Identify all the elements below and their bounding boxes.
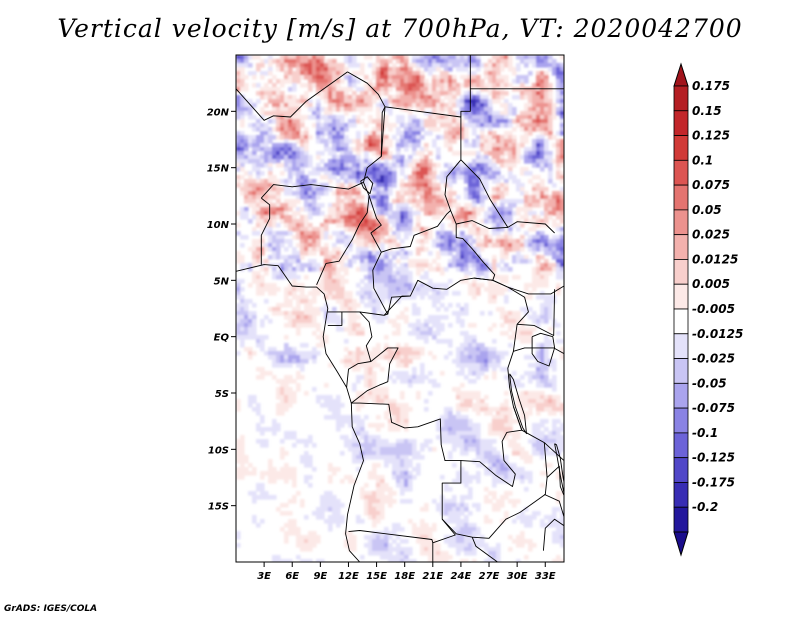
colorbar-label: -0.175: [692, 475, 735, 489]
colorbar-bin: [673, 308, 689, 335]
colorbar-bin: [673, 234, 689, 260]
colorbar: 0.175 0.15 0.125 0.1 0.075 0.05 0.025 0.0125 0.0…: [673, 62, 743, 557]
vertical-velocity-field: [236, 55, 564, 562]
colorbar-label: -0.075: [692, 401, 735, 415]
border-line: [236, 264, 364, 562]
lon-tick-label: 27E: [479, 571, 500, 582]
colorbar-label: 0.1: [692, 153, 713, 167]
border-line: [509, 373, 527, 435]
colorbar-label: 0.175: [692, 79, 730, 93]
latitude-axis: 20N 15N 10N 5N EQ 5S 10S 15S: [207, 107, 236, 513]
border-line: [360, 176, 374, 195]
border-line: [260, 181, 364, 199]
border-line: [544, 493, 564, 518]
colorbar-label: -0.2: [692, 500, 718, 514]
colorbar-top-arrow: [673, 62, 689, 87]
lon-tick-label: 12E: [338, 571, 359, 582]
colorbar-bin: [673, 110, 689, 136]
longitude-axis: 3E 6E 9E 12E 15E 18E 21E 24E 27E 30E 33E: [257, 562, 556, 582]
border-line: [359, 295, 411, 316]
lon-tick-label: 6E: [285, 571, 299, 582]
lon-tick-label: 18E: [394, 571, 415, 582]
grads-credit: GrADS: IGES/COLA: [4, 604, 98, 614]
border-line: [316, 182, 370, 285]
border-line: [348, 402, 462, 544]
lon-tick-label: 24E: [451, 571, 472, 582]
colorbar-bin: [673, 482, 689, 508]
lat-tick-label: 15N: [207, 164, 230, 175]
lat-tick-label: 10S: [208, 445, 229, 456]
colorbar-bin: [673, 283, 689, 310]
colorbar-bin: [673, 85, 689, 112]
border-line: [460, 88, 564, 117]
border-line: [441, 442, 548, 539]
colorbar-label: -0.005: [692, 302, 735, 316]
border-line: [473, 277, 564, 295]
colorbar-bin: [673, 457, 689, 483]
colorbar-bin: [673, 159, 689, 186]
lat-tick-label: 5S: [215, 389, 229, 400]
lon-tick-label: 9E: [313, 571, 327, 582]
country-borders: [236, 55, 564, 562]
border-line: [260, 197, 271, 265]
border-line: [341, 311, 373, 388]
border-line: [512, 406, 564, 461]
colorbar-bottom-arrow: [673, 531, 689, 557]
colorbar-bin: [673, 184, 689, 211]
border-line: [236, 71, 348, 121]
colorbar-label: -0.025: [692, 352, 735, 366]
map-frame: [235, 54, 565, 563]
border-line: [347, 71, 386, 183]
colorbar-label: 0.0125: [692, 252, 738, 266]
colorbar-label: 0.05: [692, 203, 722, 217]
colorbar-label: 0.005: [692, 277, 730, 291]
colorbar-bin: [673, 382, 689, 409]
border-line: [471, 537, 499, 562]
lon-tick-label: 15E: [366, 571, 387, 582]
colorbar-label: 0.025: [692, 228, 730, 242]
lat-tick-label: 10N: [207, 220, 230, 231]
colorbar-label: -0.1: [692, 426, 718, 440]
colorbar-bin: [673, 432, 689, 459]
colorbar-bin: [673, 506, 689, 533]
lon-tick-label: 33E: [535, 571, 556, 582]
lat-tick-label: 20N: [207, 107, 230, 118]
colorbar-bin: [673, 407, 689, 434]
map-title: Vertical velocity [m/s] at 700hPa, VT: 2…: [57, 14, 743, 43]
lon-tick-label: 3E: [257, 571, 271, 582]
lat-tick-label: EQ: [214, 333, 230, 344]
border-line: [531, 332, 556, 367]
colorbar-bin: [673, 259, 689, 285]
border-line: [456, 220, 508, 229]
border-line: [554, 443, 564, 495]
border-line: [517, 289, 556, 336]
colorbar-bin: [673, 135, 689, 161]
border-line: [327, 311, 343, 326]
colorbar-label: 0.075: [692, 178, 730, 192]
colorbar-label: 0.125: [692, 129, 730, 143]
colorbar-label: 0.15: [692, 104, 722, 118]
border-line: [513, 347, 564, 354]
colorbar-label: -0.05: [692, 376, 727, 390]
border-line: [368, 195, 389, 316]
lon-tick-label: 21E: [422, 571, 443, 582]
lat-tick-label: 5N: [214, 276, 230, 287]
border-line: [351, 347, 399, 404]
lat-tick-label: 15S: [208, 502, 229, 513]
colorbar-label: -0.0125: [692, 327, 743, 341]
colorbar-bin: [673, 358, 689, 384]
colorbar-bin: [673, 209, 689, 236]
lon-tick-label: 30E: [507, 571, 528, 582]
colorbar-bin: [673, 333, 689, 359]
colorbar-label: -0.125: [692, 451, 735, 465]
